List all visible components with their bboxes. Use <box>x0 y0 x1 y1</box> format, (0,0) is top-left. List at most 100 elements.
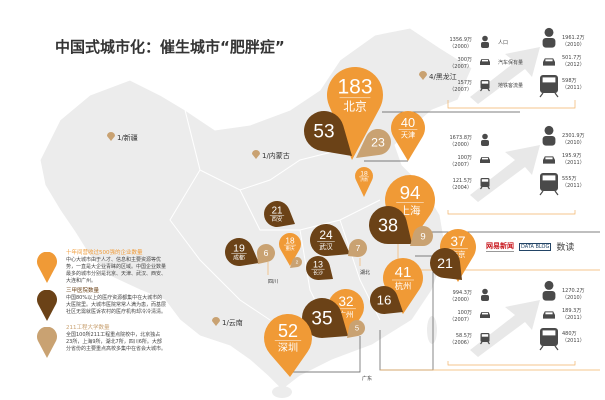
person-icon <box>482 133 488 140</box>
train-rails <box>539 92 559 98</box>
row-label: 人口 <box>498 40 508 46</box>
pin-value: 37 <box>450 234 465 249</box>
to-value: 2301.9万 <box>562 133 585 139</box>
person-icon <box>544 280 554 290</box>
train-window <box>481 179 489 182</box>
city-pin: 7 <box>348 238 367 257</box>
car-window <box>545 59 553 62</box>
pin-city: 天津 <box>401 130 415 139</box>
pin-city: 济南 <box>360 177 368 182</box>
pin-value: 18 <box>285 236 295 245</box>
to-value: 189.3万 <box>562 308 581 314</box>
connector-line <box>290 336 361 373</box>
pin-value: 41 <box>395 264 412 281</box>
pin-marker <box>290 257 302 268</box>
train-rails <box>480 186 490 190</box>
city-pin: 5 <box>347 320 365 338</box>
from-year: （2007） <box>449 64 472 70</box>
legend-title: 十年间营收过500强的企业数量 <box>66 250 143 256</box>
pin-marker <box>306 256 333 280</box>
to-value: 555万 <box>562 176 577 182</box>
pin-value: 53 <box>313 122 334 143</box>
pin-marker <box>304 111 352 156</box>
to-year: （2011） <box>562 160 585 166</box>
province-borders <box>169 109 381 331</box>
from-year: （2000） <box>449 44 472 50</box>
city-pin: 2 <box>290 257 302 268</box>
region-label: 1/云南 <box>222 318 243 327</box>
car-window <box>545 312 553 315</box>
pin-city: 广州 <box>338 309 353 319</box>
page-title: 中国式城市化：催生城市“肥胖症” <box>55 38 285 56</box>
from-value: 300万 <box>457 57 472 63</box>
pin-marker <box>225 238 259 266</box>
growth-arrow <box>470 300 540 357</box>
region-label: 1/新疆 <box>117 133 138 142</box>
connector-line <box>447 361 576 366</box>
pin-marker <box>257 244 276 264</box>
shudu-logo: 数读 <box>556 243 575 253</box>
train-window <box>542 330 556 336</box>
row-label: 汽车保有量 <box>498 59 523 66</box>
city-pin: 6 <box>257 244 276 264</box>
connector-line <box>447 100 576 109</box>
city-pin: 21 <box>430 247 462 280</box>
pin-value: 94 <box>400 182 421 203</box>
city-pin: 35 <box>302 298 348 338</box>
region-label: 四川 <box>268 279 278 285</box>
stat-panels: 1356.9万（2000）1961.2万（2010）人口300万（2007）50… <box>449 27 585 351</box>
from-year: （2007） <box>449 162 472 168</box>
from-value: 1356.9万 <box>450 37 473 43</box>
pin-marker <box>369 206 412 244</box>
data-blog-logo: DATA BLOG <box>519 242 552 251</box>
to-year: （2010） <box>562 295 585 301</box>
pin-city: 杭州 <box>395 281 412 291</box>
to-year: （2010） <box>562 42 585 48</box>
small-pin-icon <box>107 132 115 141</box>
from-value: 121.5万 <box>453 178 472 184</box>
car-window <box>545 157 553 160</box>
from-value: 157万 <box>457 80 472 86</box>
person-icon <box>482 35 488 42</box>
stat-panel: 1673.8万（2000） 2301.9万（2010） 100万（2007） 195.… <box>449 125 585 196</box>
from-year: （2006） <box>449 340 472 346</box>
to-value: 1961.2万 <box>562 35 585 41</box>
to-year: （2011） <box>562 315 585 321</box>
pin-city: 西安 <box>272 215 283 223</box>
car-window <box>482 59 488 62</box>
person-body <box>542 136 556 146</box>
row-label: 地铁客流量 <box>498 82 523 89</box>
pin-city: 长沙 <box>313 270 323 277</box>
pin-marker <box>347 320 365 338</box>
to-value: 501.7万 <box>562 55 581 61</box>
pin-city: 重庆 <box>285 245 295 252</box>
to-value: 195.9万 <box>562 153 581 159</box>
pin-value: 6 <box>264 248 269 258</box>
pin-marker <box>302 298 348 338</box>
from-value: 100万 <box>457 310 472 316</box>
pin-value: 23 <box>371 135 385 149</box>
pin-marker <box>410 226 433 246</box>
legend-desc: 全国100所211工程重点院校中，北京独占23所，上海9所，湖北7所，四川6所。… <box>66 332 167 352</box>
pin-marker <box>310 224 350 256</box>
pin-value: 19 <box>233 242 245 254</box>
person-icon <box>544 27 554 37</box>
pin-value: 18 <box>360 171 368 178</box>
growth-arrow <box>470 145 540 202</box>
logo: 网易新闻 DATA BLOG 数读 <box>486 240 574 253</box>
pin-marker <box>356 129 391 158</box>
train-rails <box>539 345 559 351</box>
region-label: 4/黑龙江 <box>429 72 457 81</box>
pin-city: 北京 <box>343 99 367 113</box>
pin-marker <box>264 313 312 377</box>
